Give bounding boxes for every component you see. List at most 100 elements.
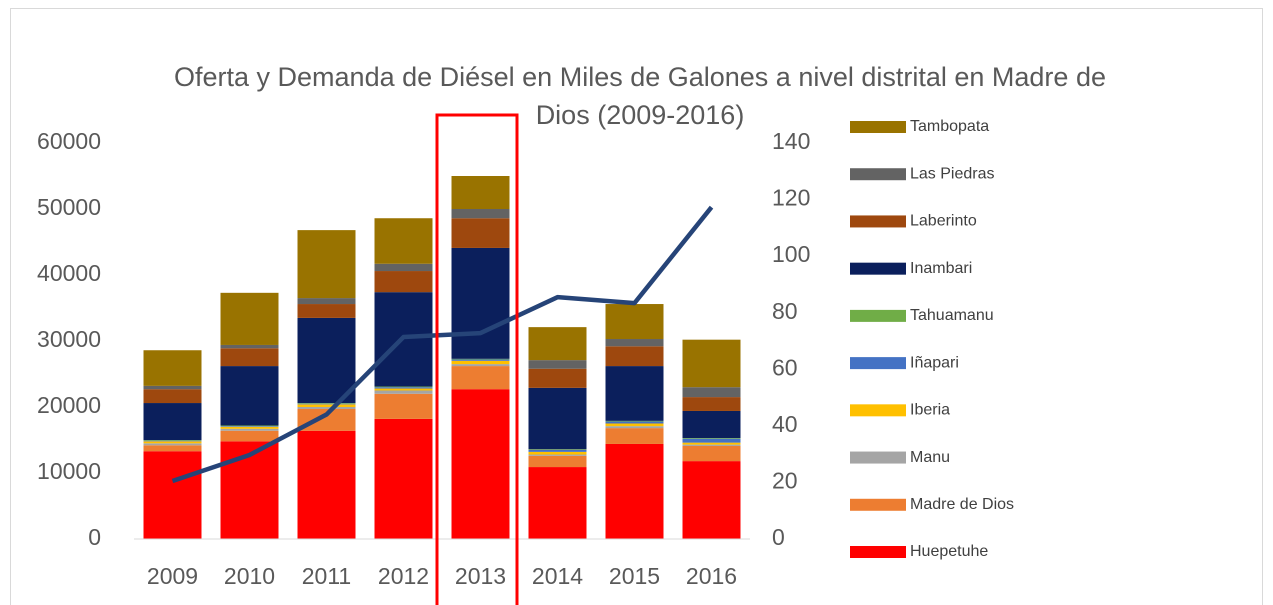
- chart-border: [10, 8, 1263, 605]
- bar-segment: [451, 176, 510, 209]
- bar-segment: [682, 339, 741, 388]
- bar-segment: [451, 358, 510, 360]
- bar-segment: [297, 408, 356, 431]
- bar-segment: [143, 350, 202, 386]
- y-tick-label: 10000: [37, 458, 101, 484]
- bar-segment: [143, 443, 202, 446]
- bar-segment: [451, 218, 510, 248]
- bar-segment: [528, 449, 587, 452]
- line-series: [171, 205, 714, 484]
- bar-segment: [297, 230, 356, 299]
- legend-label: Iberia: [910, 402, 950, 419]
- bar-segment: [143, 451, 202, 539]
- legend-swatch: [850, 498, 906, 511]
- bar-segment: [374, 387, 433, 389]
- bar-segment: [682, 444, 741, 446]
- bar-segment: [220, 426, 279, 427]
- legend-swatch: [850, 121, 906, 133]
- legend-label: Madre de Dios: [910, 496, 1014, 513]
- bar-segment: [143, 403, 202, 440]
- legend-swatch: [850, 215, 906, 228]
- bar-segment: [220, 366, 279, 426]
- x-tick-label: 2014: [532, 563, 583, 589]
- bar-segment: [374, 218, 433, 264]
- bar-segment: [451, 389, 510, 539]
- bar-segment: [143, 440, 202, 441]
- bar-segment: [528, 455, 587, 468]
- y2-tick-label: 60: [772, 354, 798, 380]
- bar-segment: [451, 366, 510, 390]
- bar-segment: [528, 454, 587, 456]
- bar-segment: [605, 443, 664, 539]
- legend-label: Iñapari: [910, 354, 959, 371]
- bar-segment: [143, 389, 202, 404]
- bar-segment: [682, 438, 741, 439]
- x-tick-label: 2015: [609, 563, 660, 589]
- bar-segment: [605, 428, 664, 444]
- bar-segment: [374, 393, 433, 419]
- bar-segment: [220, 426, 279, 429]
- x-tick-label: 2013: [455, 563, 506, 589]
- y2-tick-label: 120: [772, 185, 810, 211]
- y2-tick-label: 20: [772, 468, 798, 494]
- x-tick-label: 2010: [224, 563, 275, 589]
- bar-segment: [605, 426, 664, 429]
- bar-segment: [220, 292, 279, 345]
- legend-swatch: [850, 451, 906, 464]
- bar-segment: [528, 360, 587, 369]
- y-tick-label: 50000: [37, 194, 101, 220]
- y2-tick-label: 0: [772, 524, 785, 550]
- y2-tick-label: 40: [772, 411, 798, 437]
- bar-segment: [451, 364, 510, 367]
- bar-segment: [451, 247, 510, 359]
- bar-segment: [143, 385, 202, 390]
- bar-segment: [528, 327, 587, 361]
- bar-segment: [682, 387, 741, 398]
- bar-segment: [374, 390, 433, 394]
- bar-segment: [220, 430, 279, 442]
- bar-segment: [605, 420, 664, 422]
- bar-segment: [297, 317, 356, 404]
- legend-swatch: [850, 168, 906, 181]
- bar-segment: [374, 271, 433, 293]
- bar-segment: [143, 445, 202, 452]
- bar-segment: [605, 339, 664, 347]
- bar-segment: [682, 410, 741, 439]
- bar-segment: [297, 430, 356, 539]
- bar-segment: [682, 438, 741, 443]
- bar-segment: [605, 421, 664, 424]
- bar-segment: [682, 461, 741, 539]
- y2-tick-label: 100: [772, 241, 810, 267]
- bar-segment: [297, 304, 356, 318]
- bar-segment: [297, 403, 356, 404]
- x-tick-label: 2016: [686, 563, 737, 589]
- bar-segment: [374, 386, 433, 388]
- bar-segment: [528, 451, 587, 455]
- bar-segment: [297, 407, 356, 409]
- bar-segment: [220, 428, 279, 431]
- y-tick-label: 40000: [37, 260, 101, 286]
- y-tick-label: 30000: [37, 326, 101, 352]
- bar-segment: [374, 388, 433, 391]
- bar-segment: [682, 445, 741, 462]
- legend-label: Laberinto: [910, 213, 977, 230]
- legend-label: Las Piedras: [910, 165, 995, 182]
- legend-swatch: [850, 404, 906, 417]
- bar-segment: [528, 467, 587, 539]
- legend-swatch: [850, 262, 906, 275]
- legend-swatch: [850, 546, 906, 558]
- chart-title: Oferta y Demanda de Diésel en Miles de G…: [174, 62, 1106, 130]
- bar-segment: [605, 423, 664, 427]
- bar-segment: [143, 441, 202, 444]
- bar-segment: [451, 360, 510, 365]
- bar-segment: [528, 449, 587, 450]
- legend-label: Manu: [910, 449, 950, 466]
- bar-segment: [297, 298, 356, 305]
- bar-segment: [143, 440, 202, 442]
- x-tick-label: 2011: [302, 563, 351, 589]
- bar-segment: [297, 403, 356, 405]
- bar-segment: [682, 442, 741, 445]
- y2-tick-label: 80: [772, 298, 798, 324]
